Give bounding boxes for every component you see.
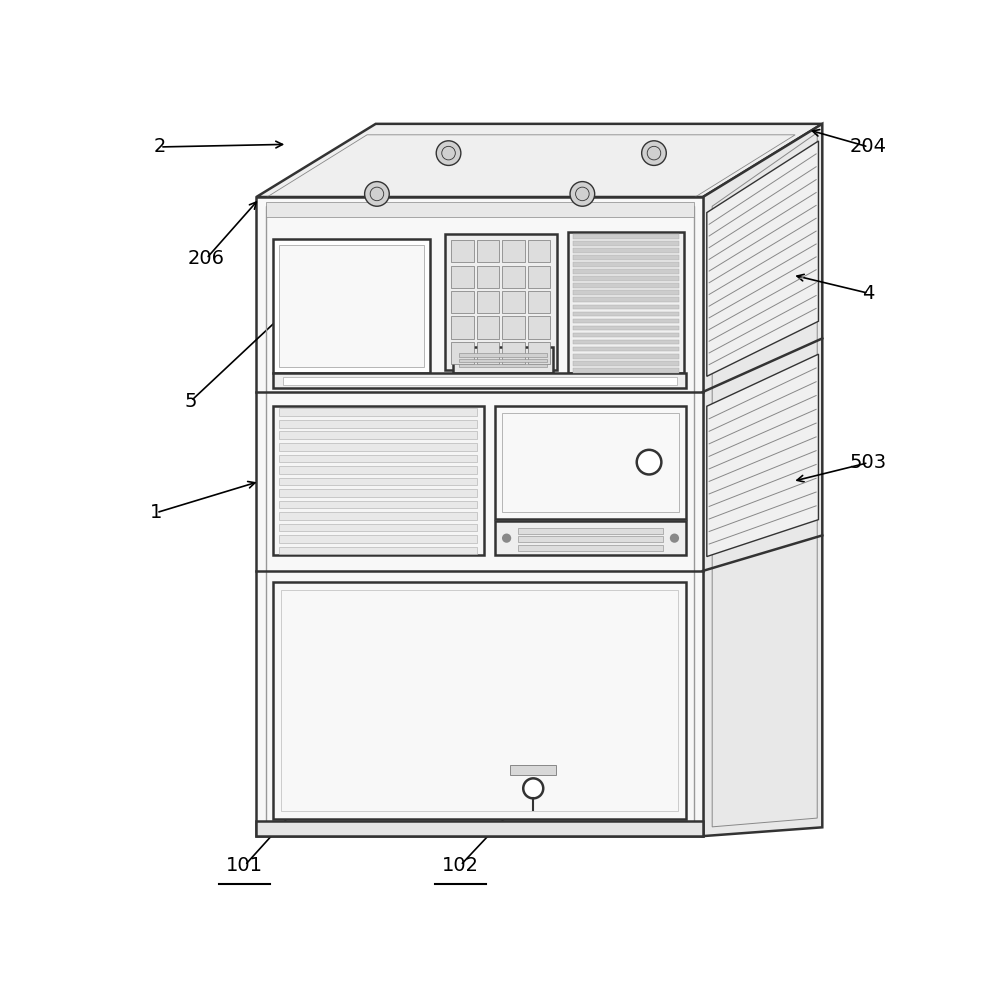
Circle shape: [641, 141, 666, 165]
Bar: [273, 406, 483, 555]
Text: 101: 101: [226, 856, 263, 875]
Bar: [573, 297, 679, 302]
Bar: [266, 202, 693, 217]
Bar: [280, 535, 477, 543]
Bar: [477, 342, 499, 364]
Bar: [273, 582, 686, 819]
Text: 206: 206: [188, 249, 225, 268]
Bar: [256, 821, 703, 836]
Bar: [573, 283, 679, 288]
Text: 503: 503: [850, 453, 887, 472]
Bar: [518, 528, 663, 534]
Bar: [528, 240, 551, 262]
Polygon shape: [703, 124, 823, 836]
Text: 204: 204: [850, 137, 887, 156]
Bar: [573, 234, 679, 239]
Bar: [280, 455, 477, 462]
Bar: [477, 291, 499, 313]
Bar: [502, 240, 525, 262]
Circle shape: [436, 141, 461, 165]
Bar: [280, 443, 477, 451]
Bar: [573, 290, 679, 295]
Bar: [573, 368, 679, 373]
Bar: [502, 413, 679, 512]
Polygon shape: [707, 141, 819, 376]
Bar: [280, 408, 477, 416]
Bar: [266, 206, 693, 827]
Bar: [280, 501, 477, 508]
Bar: [280, 489, 477, 497]
Bar: [280, 512, 477, 520]
Bar: [451, 342, 474, 364]
Bar: [518, 536, 663, 542]
Bar: [502, 316, 525, 339]
Bar: [573, 269, 679, 274]
Bar: [573, 241, 679, 246]
Bar: [528, 342, 551, 364]
Bar: [573, 347, 679, 351]
Circle shape: [570, 182, 595, 206]
Bar: [280, 547, 477, 554]
Bar: [528, 266, 551, 288]
Bar: [573, 276, 679, 281]
Bar: [273, 239, 429, 373]
Circle shape: [636, 450, 661, 474]
Bar: [573, 312, 679, 316]
Bar: [459, 353, 547, 357]
Circle shape: [523, 778, 543, 798]
Bar: [477, 316, 499, 339]
Bar: [573, 262, 679, 267]
Bar: [459, 364, 547, 367]
Bar: [573, 255, 679, 260]
Bar: [495, 521, 686, 555]
Bar: [573, 333, 679, 337]
Bar: [573, 305, 679, 309]
Bar: [573, 340, 679, 344]
Bar: [518, 545, 663, 551]
Bar: [573, 354, 679, 359]
Circle shape: [502, 534, 511, 543]
Bar: [510, 765, 557, 774]
Bar: [280, 466, 477, 474]
Bar: [273, 373, 686, 388]
Bar: [573, 361, 679, 366]
Polygon shape: [707, 354, 819, 557]
Bar: [502, 291, 525, 313]
Bar: [445, 234, 557, 370]
Bar: [453, 347, 553, 373]
Bar: [451, 266, 474, 288]
Bar: [502, 342, 525, 364]
Bar: [573, 248, 679, 253]
Bar: [256, 197, 703, 836]
Circle shape: [365, 182, 389, 206]
Bar: [573, 319, 679, 323]
Bar: [280, 478, 477, 485]
Bar: [502, 266, 525, 288]
Bar: [459, 359, 547, 362]
Bar: [451, 316, 474, 339]
Bar: [280, 524, 477, 531]
Bar: [477, 240, 499, 262]
Bar: [280, 431, 477, 439]
Bar: [451, 291, 474, 313]
Circle shape: [670, 534, 679, 543]
Bar: [451, 240, 474, 262]
Bar: [528, 316, 551, 339]
Bar: [280, 420, 477, 428]
Text: 2: 2: [154, 137, 166, 156]
Bar: [568, 232, 683, 373]
Bar: [279, 245, 424, 367]
Text: 1: 1: [150, 503, 162, 522]
Polygon shape: [256, 124, 823, 197]
Bar: [495, 406, 686, 519]
Bar: [281, 590, 678, 811]
Bar: [573, 326, 679, 330]
Bar: [477, 266, 499, 288]
Bar: [283, 377, 676, 385]
Text: 5: 5: [184, 392, 197, 411]
Bar: [528, 291, 551, 313]
Text: 4: 4: [863, 284, 874, 303]
Text: 102: 102: [442, 856, 479, 875]
